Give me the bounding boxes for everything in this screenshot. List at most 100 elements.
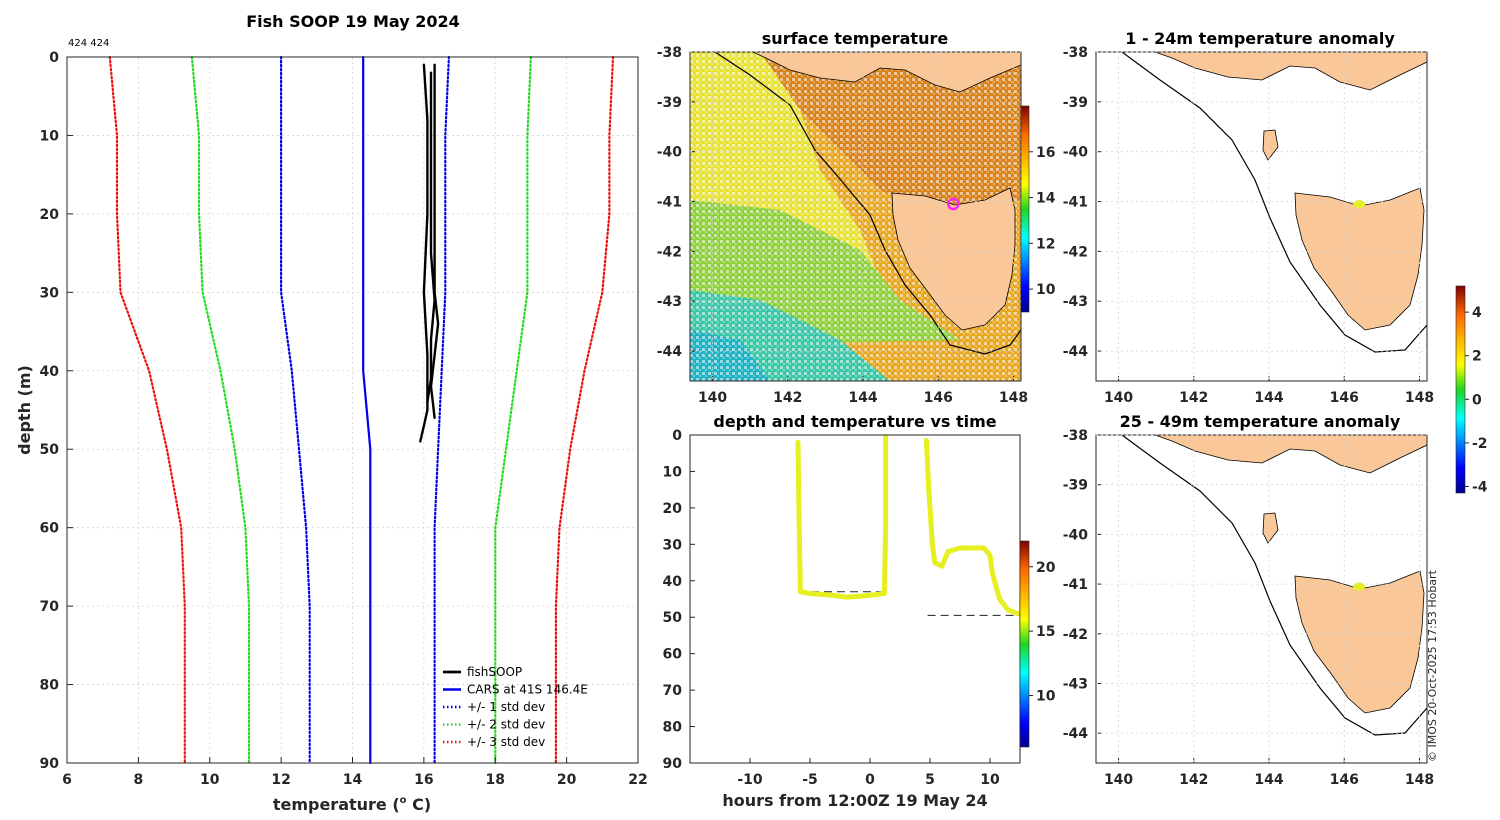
depthtime-ytick-label: 50 <box>663 610 683 626</box>
anom1-ytick-label: -40 <box>1063 145 1089 161</box>
sst-ytick-label: -42 <box>657 244 682 260</box>
legend-label: +/- 1 std dev <box>467 700 545 714</box>
sst-map <box>690 52 1021 381</box>
sst-ytick-label: -44 <box>657 344 683 360</box>
depthtime-ytick-label: 90 <box>663 756 683 772</box>
legend-label: CARS at 41S 146.4E <box>467 683 588 697</box>
profile-series-line <box>419 63 429 443</box>
anom1-ytick-label: -38 <box>1063 45 1088 61</box>
depthtime-ytick-label: 40 <box>663 574 683 590</box>
profile-ytick-label: 0 <box>49 50 59 66</box>
depthtime-ytick-label: 10 <box>663 464 683 480</box>
anom-colorbar-group: 4 2 0 -2 -4 <box>1455 285 1488 495</box>
profile-panel: Fish SOOP 19 May 2024 424 424 6 8 10 12 14 16… <box>15 12 648 814</box>
profile-xtick-label: 20 <box>557 772 577 788</box>
depthtime-title: depth and temperature vs time <box>713 412 996 431</box>
anom2-land-tasmania <box>1294 570 1425 714</box>
anom2-xtick-label: 148 <box>1405 772 1434 788</box>
depthtime-track-line <box>923 438 1021 617</box>
profile-xtick-label: 10 <box>200 772 220 788</box>
profile-lines <box>108 55 615 765</box>
sst-ytick-label: -38 <box>657 45 682 61</box>
depthtime-xtick-label: 10 <box>980 772 1000 788</box>
sst-ytick-label: -41 <box>657 195 682 211</box>
anom1-land-mainland <box>1154 52 1427 91</box>
profile-xtick-label: 12 <box>271 772 290 788</box>
anom1-ytick-label: -39 <box>1063 95 1088 111</box>
depthtime-track-line <box>795 434 889 600</box>
sst-cbar-label: 12 <box>1036 236 1055 252</box>
sst-cbar-label: 16 <box>1036 145 1055 161</box>
anom1-xticks: 140 142 144 146 148 <box>1104 52 1434 406</box>
depthtime-ytick-label: 80 <box>663 720 683 736</box>
sst-land-mainland <box>752 52 1021 93</box>
sst-xtick-label: 146 <box>924 390 953 406</box>
profile-xlabel: temperature (o C) <box>273 795 431 814</box>
profile-series-line <box>108 55 186 765</box>
profile-xtick-label: 18 <box>486 772 505 788</box>
anom-colorbar <box>1455 285 1466 494</box>
profile-legend: fishSOOP CARS at 41S 146.4E +/- 1 std dev +… <box>443 665 588 749</box>
sst-colorbar-ticks: 10 12 14 16 <box>1029 145 1056 298</box>
profile-ytick-label: 30 <box>40 285 60 301</box>
depthtime-cbar-label: 20 <box>1036 560 1056 576</box>
anom1-xtick-label: 142 <box>1179 390 1208 406</box>
anom2-land-island <box>1262 512 1279 544</box>
profile-title: Fish SOOP 19 May 2024 <box>246 12 460 31</box>
profile-ytick-label: 70 <box>40 599 60 615</box>
profile-series-line <box>433 55 450 765</box>
anom-cbar-label: -4 <box>1472 479 1488 495</box>
anom-cbar-label: 4 <box>1472 305 1482 321</box>
sst-panel: surface temperature 140 142 144 146 148 -38-… <box>657 29 1056 406</box>
profile-ylabel: depth (m) <box>15 365 34 455</box>
anom2-ytick-label: -44 <box>1063 726 1089 742</box>
legend-label: +/- 3 std dev <box>467 735 545 749</box>
anom2-xtick-label: 142 <box>1179 772 1208 788</box>
anom2-xticks: 140 142 144 146 148 <box>1104 435 1434 788</box>
profile-yticks: 0 10 20 30 40 50 60 70 80 90 <box>40 50 73 772</box>
anom2-land-mainland <box>1154 435 1427 474</box>
sst-xtick-label: 140 <box>698 390 727 406</box>
depthtime-xticks: -10 -5 0 5 10 <box>737 758 1000 788</box>
anom-cbar-label: 0 <box>1472 392 1482 408</box>
depthtime-track <box>795 434 1021 617</box>
depthtime-cbar-label: 15 <box>1036 624 1055 640</box>
credit-text: © IMOS 20-Oct-2025 17:53 Hobart <box>1426 569 1439 762</box>
anom1-xtick-label: 144 <box>1254 390 1283 406</box>
depthtime-xlabel: hours from 12:00Z 19 May 24 <box>722 791 987 810</box>
profile-ytick-label: 80 <box>40 678 60 694</box>
depthtime-ytick-label: 70 <box>663 683 683 699</box>
anom-cbar-label: -2 <box>1472 436 1488 452</box>
sst-location-marker <box>947 197 960 211</box>
profile-xtick-label: 14 <box>343 772 363 788</box>
legend-label: fishSOOP <box>467 665 522 679</box>
profile-grid <box>66 56 639 764</box>
profile-series-line <box>362 55 372 765</box>
sst-colorbar <box>1020 105 1030 313</box>
anom1-land-tasmania <box>1294 187 1425 331</box>
anom2-xtick-label: 144 <box>1254 772 1283 788</box>
depthtime-cbar-label: 10 <box>1036 689 1056 705</box>
depthtime-xtick-label: 5 <box>925 772 935 788</box>
profile-series-line <box>494 55 532 765</box>
sst-ytick-label: -40 <box>657 145 683 161</box>
depthtime-colorbar <box>1019 540 1030 748</box>
sst-ytick-label: -39 <box>657 95 682 111</box>
sst-shelf-contour <box>714 52 1021 355</box>
depthtime-xtick-label: 0 <box>865 772 875 788</box>
anom1-land-island <box>1262 129 1279 161</box>
anom1-ytick-label: -43 <box>1063 294 1088 310</box>
profile-xtick-label: 8 <box>134 772 144 788</box>
anom2-ytick-label: -38 <box>1063 428 1088 444</box>
profile-ytick-label: 90 <box>40 756 60 772</box>
sst-yticks: -38 -39 -40 -41 -42 -43 -44 <box>657 45 1021 360</box>
depthtime-xtick-label: -5 <box>802 772 818 788</box>
anom1-ytick-label: -41 <box>1063 195 1088 211</box>
anom2-ytick-label: -40 <box>1063 527 1089 543</box>
anom1-shelf-contour <box>1121 52 1427 353</box>
anom2-shelf-contour <box>1121 435 1427 736</box>
profile-ytick-label: 60 <box>40 521 60 537</box>
depthtime-panel: depth and temperature vs time -10 -5 0 5 10 … <box>663 412 1056 810</box>
depthtime-ytick-label: 20 <box>663 501 683 517</box>
